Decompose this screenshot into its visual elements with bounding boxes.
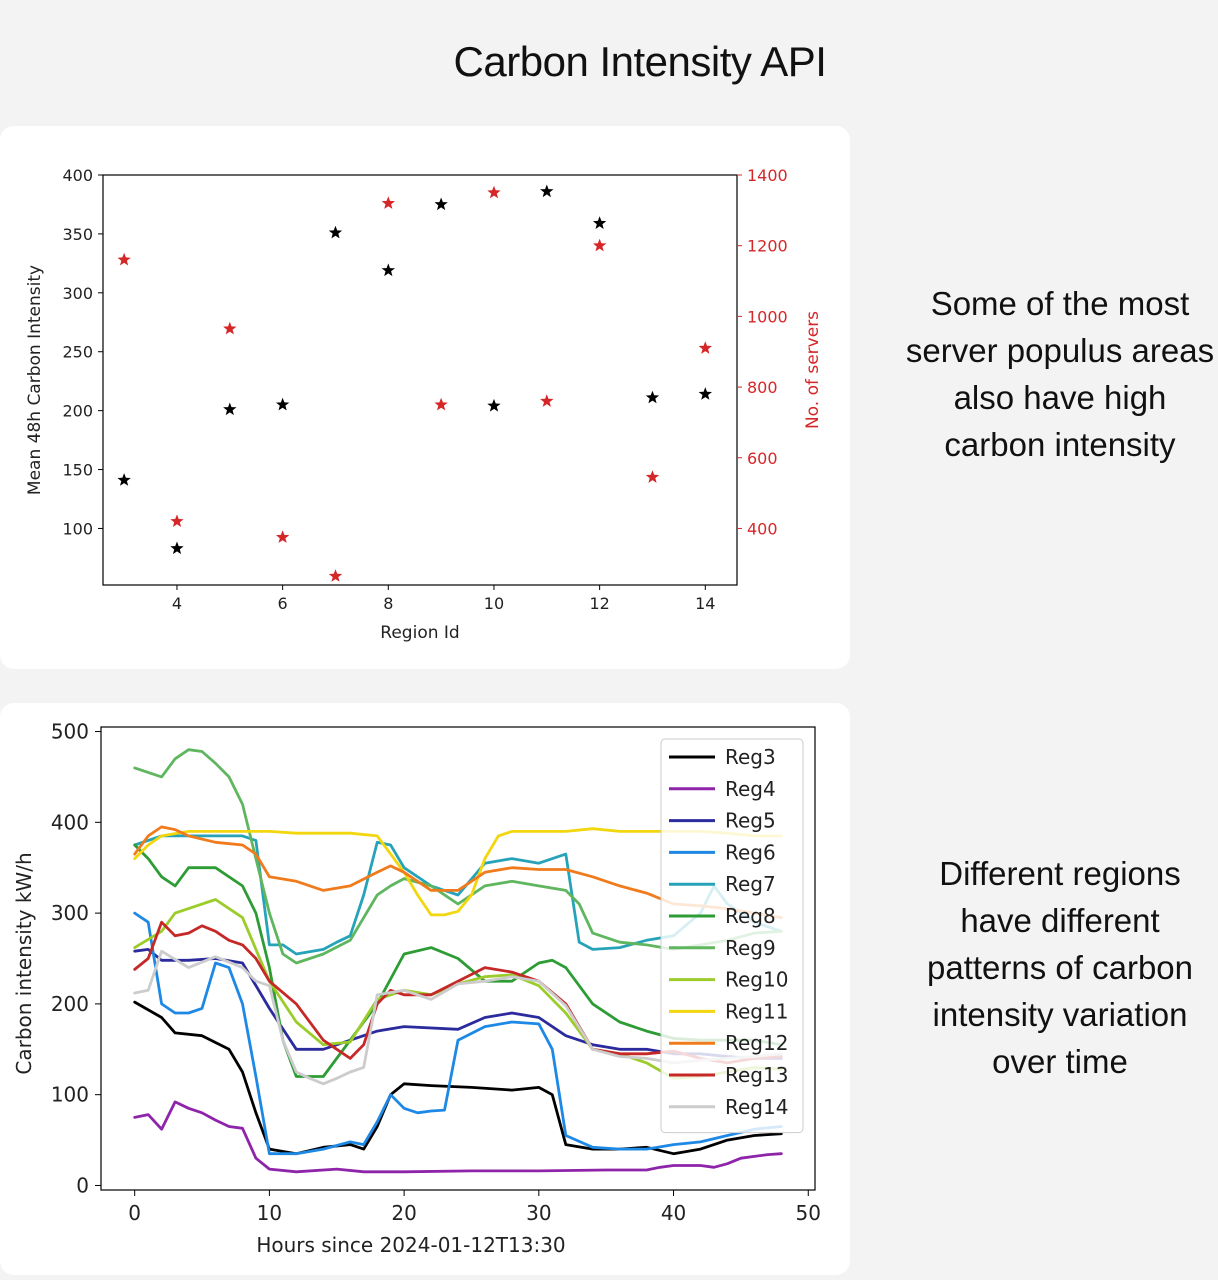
y-tick-label: 500 bbox=[51, 720, 89, 744]
y-tick-label: 300 bbox=[51, 901, 89, 925]
intensity-point bbox=[381, 263, 395, 277]
servers-point bbox=[276, 530, 290, 543]
intensity-point bbox=[487, 398, 501, 412]
series-line-reg4 bbox=[133, 1100, 783, 1174]
y-tick-label: 150 bbox=[62, 461, 93, 480]
y2-tick-label: 400 bbox=[747, 519, 778, 538]
legend-label: Reg12 bbox=[725, 1031, 788, 1055]
y-tick-label: 200 bbox=[51, 992, 89, 1016]
x-tick-label: 14 bbox=[695, 594, 715, 613]
x-tick-label: 10 bbox=[484, 594, 504, 613]
plot-frame bbox=[102, 174, 738, 586]
legend-label: Reg5 bbox=[725, 809, 776, 833]
y2-tick-label: 800 bbox=[747, 378, 778, 397]
series-line-reg12 bbox=[133, 825, 783, 920]
line-chart-card: 0 10 20 30 40 50 0 100 200 300 400 500 Hours since 2… bbox=[0, 703, 850, 1275]
legend-label: Reg4 bbox=[725, 777, 776, 801]
x-tick-label: 10 bbox=[257, 1201, 282, 1225]
y-tick-label: 0 bbox=[76, 1173, 89, 1197]
y2-tick-label: 600 bbox=[747, 449, 778, 468]
y-tick-label: 400 bbox=[51, 810, 89, 834]
servers-point bbox=[645, 470, 660, 483]
servers-point bbox=[328, 569, 343, 582]
x-tick-label: 30 bbox=[526, 1201, 551, 1225]
x-tick-label: 4 bbox=[172, 594, 182, 613]
legend-label: Reg11 bbox=[725, 999, 788, 1023]
y2-tick-label: 1000 bbox=[747, 307, 788, 326]
servers-point bbox=[698, 341, 712, 354]
y-axis-label: Carbon intensity kW/h bbox=[12, 852, 36, 1074]
annotation-regional-patterns: Different regions have different pattern… bbox=[927, 855, 1193, 1080]
servers-point bbox=[170, 514, 184, 527]
intensity-point bbox=[223, 402, 237, 416]
x-tick-label: 50 bbox=[796, 1201, 821, 1225]
series-line-reg8 bbox=[133, 843, 783, 1078]
y-tick-label: 400 bbox=[62, 166, 93, 185]
y-tick-label: 300 bbox=[62, 284, 93, 303]
servers-point bbox=[540, 394, 554, 407]
legend-label: Reg3 bbox=[725, 745, 776, 769]
page-title: Carbon Intensity API bbox=[453, 38, 827, 85]
servers-point bbox=[381, 196, 395, 209]
legend-label: Reg13 bbox=[725, 1063, 788, 1087]
x-axis-label: Region Id bbox=[380, 623, 459, 643]
series-line-reg14 bbox=[133, 949, 783, 1086]
intensity-point bbox=[328, 225, 343, 239]
series-line-reg11 bbox=[133, 827, 783, 917]
x-tick-label: 12 bbox=[589, 594, 609, 613]
y2-tick-label: 1400 bbox=[747, 166, 788, 185]
y-tick-label: 250 bbox=[62, 343, 93, 362]
intensity-point bbox=[593, 216, 607, 229]
legend-label: Reg14 bbox=[725, 1095, 788, 1119]
x-axis-label: Hours since 2024-01-12T13:30 bbox=[256, 1233, 565, 1257]
y2-tick-label: 1200 bbox=[747, 237, 788, 256]
series-line-reg9 bbox=[133, 748, 783, 965]
servers-point bbox=[117, 252, 131, 266]
y-tick-label: 350 bbox=[62, 225, 93, 244]
annotation-servers-intensity: Some of the most server populus areas al… bbox=[905, 285, 1215, 463]
plot-frame bbox=[100, 726, 816, 1191]
intensity-point bbox=[698, 387, 712, 400]
y-tick-label: 100 bbox=[62, 519, 93, 538]
x-tick-label: 40 bbox=[661, 1201, 686, 1225]
legend-label: Reg6 bbox=[725, 840, 776, 864]
scatter-chart-card: 4 6 8 10 12 14 100 150 200 250 300 350 400 400 600 800 1… bbox=[0, 126, 850, 669]
servers-point bbox=[223, 321, 237, 335]
scatter-chart: 4 6 8 10 12 14 100 150 200 250 300 350 400 400 600 800 1… bbox=[25, 166, 823, 643]
servers-point bbox=[487, 185, 501, 199]
y-tick-label: 100 bbox=[51, 1083, 89, 1107]
intensity-point bbox=[434, 197, 448, 211]
series-line-reg13 bbox=[133, 920, 783, 1065]
legend-label: Reg9 bbox=[725, 936, 776, 960]
legend-box bbox=[660, 738, 804, 1134]
legend-label: Reg10 bbox=[725, 968, 788, 992]
servers-point bbox=[593, 238, 607, 252]
x-tick-label: 6 bbox=[278, 594, 288, 613]
intensity-point bbox=[540, 184, 554, 198]
y-tick-label: 200 bbox=[62, 402, 93, 421]
series-line-reg6 bbox=[133, 911, 783, 1156]
intensity-point bbox=[276, 397, 290, 411]
intensity-point bbox=[170, 541, 184, 555]
intensity-point bbox=[645, 390, 660, 404]
y2-axis-label: No. of servers bbox=[803, 311, 823, 429]
series-line-reg3 bbox=[133, 1000, 783, 1156]
intensity-point bbox=[117, 473, 131, 486]
x-tick-label: 8 bbox=[383, 594, 393, 613]
servers-point bbox=[434, 397, 448, 411]
x-tick-label: 0 bbox=[128, 1201, 141, 1225]
y-axis-label: Mean 48h Carbon Intensity bbox=[25, 265, 45, 495]
legend-label: Reg7 bbox=[725, 872, 776, 896]
x-tick-label: 20 bbox=[391, 1201, 416, 1225]
legend-label: Reg8 bbox=[725, 904, 776, 928]
